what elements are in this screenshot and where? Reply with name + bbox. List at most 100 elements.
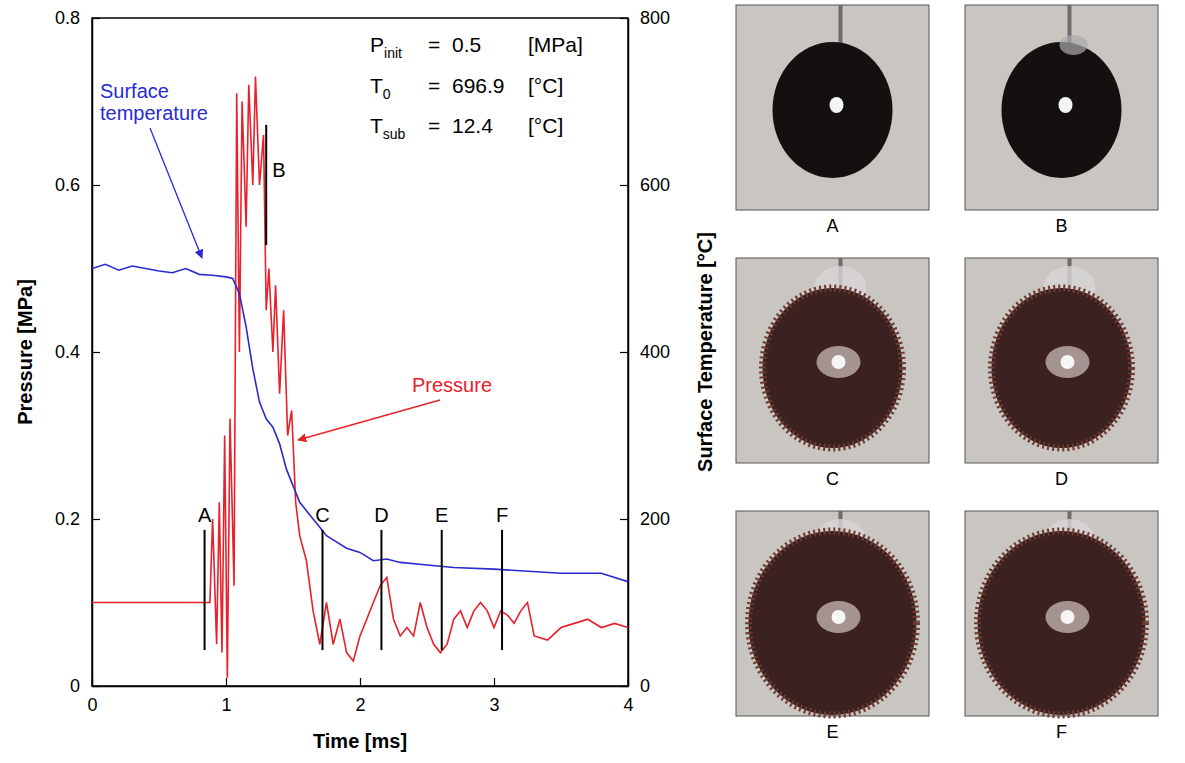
y2-tick: 600 — [620, 175, 670, 195]
y2-axis-title: Surface Temperature [°C] — [694, 232, 716, 472]
photo-panel — [736, 5, 929, 210]
annotation-subscript: init — [384, 45, 402, 61]
x-tick-mark — [226, 678, 227, 686]
y-tick-mark — [92, 686, 100, 687]
photo-highlight — [832, 610, 846, 624]
y2-tick: 800 — [620, 8, 670, 28]
photo-droplet — [1002, 42, 1122, 178]
time-marker — [321, 530, 323, 650]
photo-background — [736, 258, 929, 463]
photo-droplet — [992, 288, 1132, 448]
y2-axis: 0200400600800 — [620, 8, 670, 696]
y-tick-label: 0.4 — [55, 342, 80, 362]
photo-panel — [965, 511, 1158, 716]
photo-background — [965, 258, 1158, 463]
series-label: Surfacetemperature — [100, 80, 208, 124]
time-marker-label: A — [198, 504, 212, 526]
series-label-arrow — [298, 400, 440, 440]
annotation-subscript: sub — [383, 126, 406, 142]
series-line — [92, 264, 628, 581]
series-line — [92, 76, 628, 677]
photo-highlight — [817, 601, 861, 633]
photo-highlight — [832, 355, 846, 369]
x-tick: 1 — [221, 678, 231, 715]
photo-label: D — [1055, 469, 1068, 489]
annotation: Pinit = 0.5 [MPa] — [370, 33, 583, 61]
y-tick: 0.6 — [55, 175, 100, 195]
annotation-relation: = — [428, 33, 440, 56]
annotation: Tsub=12.4[°C] — [370, 114, 563, 142]
photo-label: C — [826, 469, 839, 489]
photo-droplet — [773, 42, 893, 178]
y-axis-title: Pressure [MPa] — [14, 279, 36, 425]
y-tick-label: 0.8 — [55, 8, 80, 28]
time-marker-label: F — [496, 504, 508, 526]
x-axis-title: Time [ms] — [313, 730, 407, 752]
x-tick-label: 3 — [489, 695, 499, 715]
photo-highlight — [1046, 601, 1090, 633]
photo-highlight — [817, 346, 861, 378]
annotation-value: 0.5 — [452, 33, 481, 56]
y-tick-mark — [92, 185, 100, 186]
photo-background — [736, 5, 929, 210]
y2-tick-mark — [620, 686, 628, 687]
time-marker — [380, 530, 382, 650]
y2-tick-label: 0 — [640, 676, 650, 696]
photo-highlight — [1046, 346, 1090, 378]
annotation-symbol: T — [370, 114, 383, 137]
x-tick-label: 1 — [221, 695, 231, 715]
y-tick: 0 — [70, 676, 100, 696]
y-tick: 0.4 — [55, 342, 100, 362]
photo-background — [965, 5, 1158, 210]
annotation-unit: [°C] — [528, 74, 563, 97]
y-tick: 0.2 — [55, 509, 100, 529]
photo-panel — [736, 258, 929, 463]
annotation-symbol: T — [370, 74, 383, 97]
y-tick-label: 0.2 — [55, 509, 80, 529]
time-marker-label: D — [374, 504, 388, 526]
photo-droplet — [749, 531, 917, 715]
y2-tick-mark — [620, 519, 628, 520]
photo-background — [736, 511, 929, 716]
annotation-subscript: 0 — [383, 86, 391, 102]
x-tick-label: 2 — [355, 695, 365, 715]
photo-highlight — [1061, 610, 1075, 624]
time-marker-label: C — [315, 504, 329, 526]
annotation: T0=696.9[°C] — [370, 74, 563, 102]
annotation-symbol: P — [370, 33, 384, 56]
y-tick-mark — [92, 352, 100, 353]
annotation-unit: [MPa] — [528, 33, 583, 56]
photo-panel — [736, 511, 929, 716]
x-tick: 3 — [489, 678, 499, 715]
y2-tick-label: 800 — [640, 8, 670, 28]
y2-tick-mark — [620, 185, 628, 186]
photo-highlight — [1059, 97, 1073, 113]
photo-label: F — [1056, 722, 1067, 742]
time-marker — [265, 125, 267, 245]
series-label: Pressure — [412, 374, 492, 396]
photo-highlight — [1061, 355, 1075, 369]
photo-panel — [965, 5, 1158, 210]
annotation-unit: [°C] — [528, 114, 563, 137]
y-tick-mark — [92, 519, 100, 520]
time-marker — [501, 530, 503, 650]
photo-highlight — [830, 97, 844, 113]
y2-tick: 400 — [620, 342, 670, 362]
time-marker — [441, 530, 443, 650]
photo-label: B — [1055, 216, 1067, 236]
photo-droplet — [978, 531, 1146, 715]
x-tick: 2 — [355, 678, 365, 715]
photo-panel — [965, 258, 1158, 463]
time-marker-label: B — [272, 159, 285, 181]
annotation-value: 12.4 — [452, 114, 493, 137]
y2-tick-mark — [620, 352, 628, 353]
plot-area — [92, 76, 628, 677]
photo-droplet — [763, 288, 903, 448]
x-axis: 01234 — [87, 678, 633, 715]
photo-rod — [839, 5, 843, 45]
x-tick-mark — [360, 678, 361, 686]
x-tick-mark — [494, 678, 495, 686]
photo-label: A — [826, 216, 838, 236]
y-tick-label: 0 — [70, 676, 80, 696]
time-marker-label: E — [435, 504, 448, 526]
